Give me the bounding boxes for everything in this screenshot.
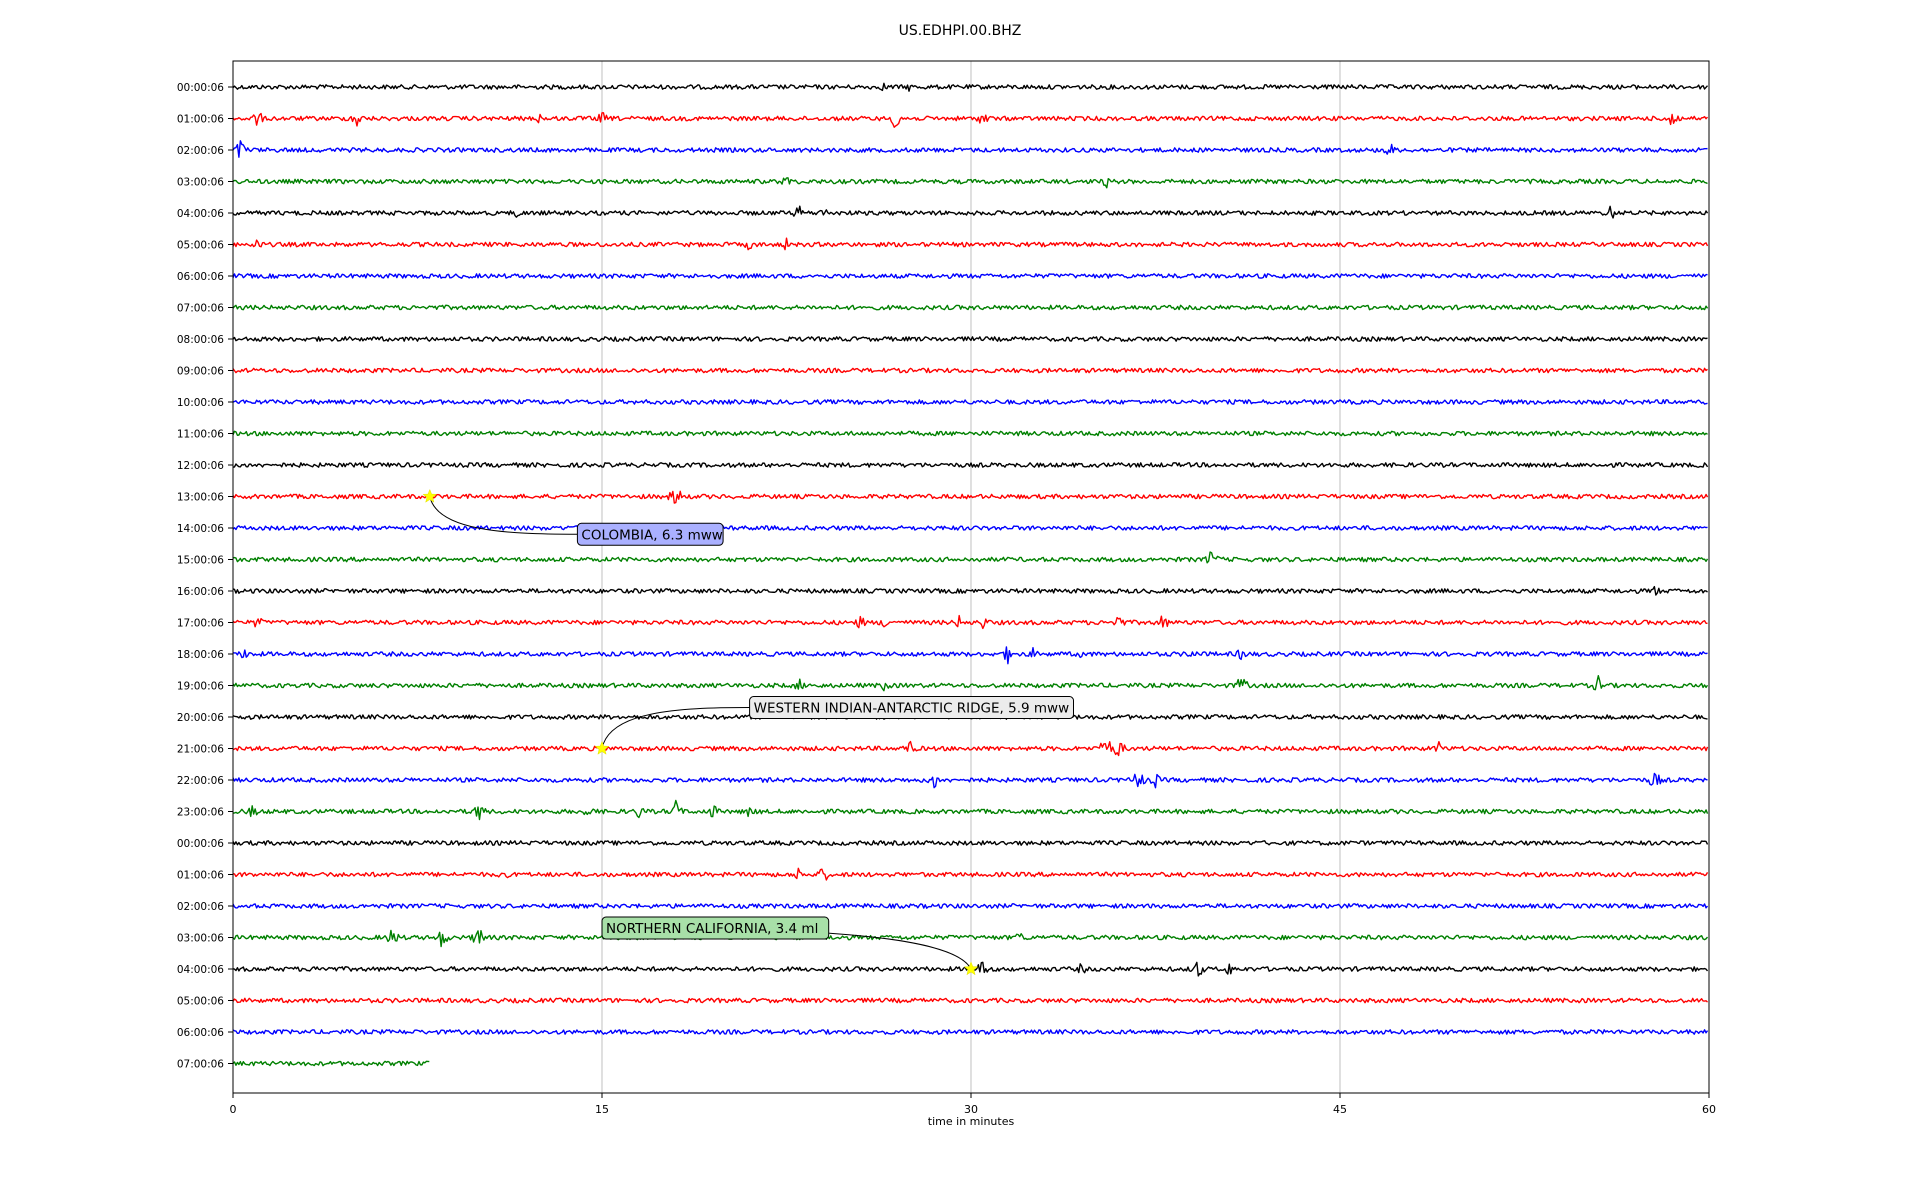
- event-star-icon: [422, 488, 438, 503]
- row-time-label: 10:00:06: [177, 397, 224, 409]
- row-time-label: 05:00:06: [177, 996, 224, 1008]
- x-tick-label: 30: [964, 1103, 978, 1116]
- annotation-connector: [429, 496, 578, 535]
- seismic-trace: [232, 646, 1708, 665]
- event-star-icon: [594, 740, 610, 755]
- row-time-label: 12:00:06: [177, 460, 224, 472]
- seismic-trace: [232, 399, 1708, 405]
- seismic-trace: [232, 675, 1709, 692]
- seismic-trace: [232, 177, 1708, 189]
- seismic-trace: [232, 903, 1709, 909]
- row-time-label: 00:00:06: [177, 838, 224, 850]
- seismic-trace: [232, 1060, 430, 1067]
- row-time-label: 08:00:06: [177, 334, 224, 346]
- event-annotations: COLOMBIA, 6.3 mww WESTERN INDIAN-ANTARCTI…: [422, 488, 1074, 976]
- annotation-box: [749, 696, 1074, 720]
- row-time-label: 14:00:06: [177, 523, 224, 535]
- row-time-label: 03:00:06: [177, 933, 224, 945]
- annotation-label: WESTERN INDIAN-ANTARCTIC RIDGE, 5.9 mww: [754, 701, 1070, 717]
- seismic-trace: [232, 336, 1708, 342]
- seismic-trace: [232, 867, 1709, 881]
- seismic-trace: [232, 525, 1708, 531]
- annotation-box: [601, 916, 830, 940]
- row-time-label: 20:00:06: [177, 712, 224, 724]
- seismic-trace: [232, 490, 1709, 504]
- row-time-label: 18:00:06: [177, 649, 224, 661]
- row-time-label: 06:00:06: [177, 1027, 224, 1039]
- row-time-label: 02:00:06: [177, 901, 224, 913]
- x-tick-label: 60: [1702, 1103, 1716, 1116]
- seismic-trace: [232, 997, 1708, 1004]
- seismic-trace: [232, 304, 1709, 311]
- seismic-trace: [232, 367, 1708, 374]
- seismic-trace: [232, 929, 1709, 948]
- seismic-trace: [232, 112, 1709, 128]
- row-time-label: 04:00:06: [177, 964, 224, 976]
- row-time-label: 21:00:06: [177, 744, 224, 756]
- row-time-label: 06:00:06: [177, 271, 224, 283]
- annotation-connector: [601, 707, 750, 749]
- annotation-label: COLOMBIA, 6.3 mww: [581, 527, 722, 543]
- seismic-trace: [232, 799, 1709, 821]
- row-time-label: 07:00:06: [177, 1059, 224, 1071]
- row-time-label: 16:00:06: [177, 586, 224, 598]
- seismic-trace: [232, 140, 1708, 158]
- row-time-label: 22:00:06: [177, 775, 224, 787]
- row-time-label: 01:00:06: [177, 114, 224, 126]
- annotation-box: [576, 522, 724, 546]
- x-axis: 0 15 30 45 60: [230, 1093, 1716, 1116]
- row-time-label: 03:00:06: [177, 177, 224, 189]
- event-star-icon: [963, 961, 979, 976]
- seismic-trace: [232, 237, 1709, 251]
- seismic-trace: [232, 585, 1708, 596]
- x-axis-label: time in minutes: [928, 1115, 1015, 1128]
- seismic-trace: [232, 1029, 1709, 1035]
- row-time-label: 07:00:06: [177, 303, 224, 315]
- x-tick-label: 45: [1333, 1103, 1347, 1116]
- seismic-trace: [232, 273, 1708, 279]
- seismic-trace: [232, 205, 1709, 219]
- seismic-trace: [232, 462, 1709, 468]
- row-time-label: 15:00:06: [177, 555, 224, 567]
- seismic-trace: [232, 551, 1709, 564]
- seismic-trace: [232, 840, 1709, 846]
- row-time-label: 05:00:06: [177, 240, 224, 252]
- chart-title: US.EDHPI.00.BHZ: [899, 23, 1022, 39]
- row-time-label: 23:00:06: [177, 807, 224, 819]
- row-time-label: 17:00:06: [177, 618, 224, 630]
- row-time-label: 19:00:06: [177, 681, 224, 693]
- row-time-label: 01:00:06: [177, 870, 224, 882]
- seismic-trace: [232, 614, 1708, 630]
- annotation-label: NORTHERN CALIFORNIA, 3.4 ml: [606, 921, 818, 937]
- row-time-label: 02:00:06: [177, 145, 224, 157]
- traces: [232, 82, 1709, 1067]
- x-tick-label: 0: [230, 1103, 237, 1116]
- x-tick-label: 15: [595, 1103, 609, 1116]
- row-labels: 00:00:06 01:00:06 02:00:06 03:00:06 04:00:06…: [177, 82, 233, 1071]
- row-time-label: 00:00:06: [177, 82, 224, 94]
- seismic-trace: [232, 740, 1709, 757]
- row-time-label: 11:00:06: [177, 429, 224, 441]
- seismic-trace: [232, 82, 1709, 92]
- row-time-label: 09:00:06: [177, 366, 224, 378]
- seismic-trace: [232, 772, 1708, 789]
- row-time-label: 04:00:06: [177, 208, 224, 220]
- row-time-label: 13:00:06: [177, 492, 224, 504]
- seismic-trace: [232, 430, 1708, 437]
